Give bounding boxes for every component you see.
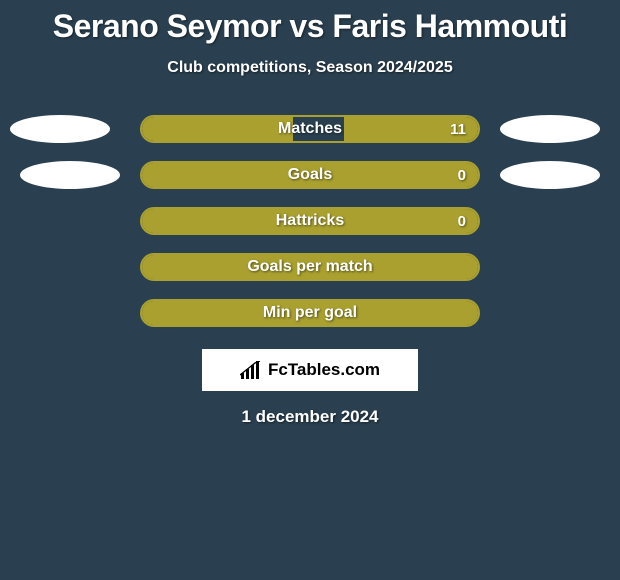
player-right-ellipse <box>500 161 600 189</box>
stat-label: Matches <box>142 120 478 138</box>
comparison-infographic: Serano Seymor vs Faris Hammouti Club com… <box>0 0 620 427</box>
fctables-logo: FcTables.com <box>202 349 418 391</box>
stat-value-right: 0 <box>458 167 466 184</box>
stat-bar-hattricks: Hattricks 0 <box>140 207 480 235</box>
logo-text: FcTables.com <box>268 360 380 380</box>
stat-bar-gpm: Goals per match <box>140 253 480 281</box>
stat-row: Min per goal <box>0 299 620 327</box>
stat-bar-goals: Goals 0 <box>140 161 480 189</box>
stat-bar-matches: Matches 11 <box>140 115 480 143</box>
chart-icon <box>240 361 262 379</box>
stat-row: Goals per match <box>0 253 620 281</box>
stat-label: Hattricks <box>142 212 478 230</box>
stat-label: Min per goal <box>142 304 478 322</box>
stat-label: Goals <box>142 166 478 184</box>
stat-row: Hattricks 0 <box>0 207 620 235</box>
player-left-ellipse <box>20 161 120 189</box>
page-title: Serano Seymor vs Faris Hammouti <box>0 8 620 45</box>
stat-bar-mpg: Min per goal <box>140 299 480 327</box>
subtitle: Club competitions, Season 2024/2025 <box>0 59 620 77</box>
stat-label: Goals per match <box>142 258 478 276</box>
stat-row: Matches 11 <box>0 115 620 143</box>
date-text: 1 december 2024 <box>0 407 620 427</box>
stat-value-right: 11 <box>450 121 466 138</box>
player-left-ellipse <box>10 115 110 143</box>
stat-rows: Matches 11 Goals 0 Hattricks 0 <box>0 115 620 327</box>
stat-value-right: 0 <box>458 213 466 230</box>
stat-row: Goals 0 <box>0 161 620 189</box>
player-right-ellipse <box>500 115 600 143</box>
